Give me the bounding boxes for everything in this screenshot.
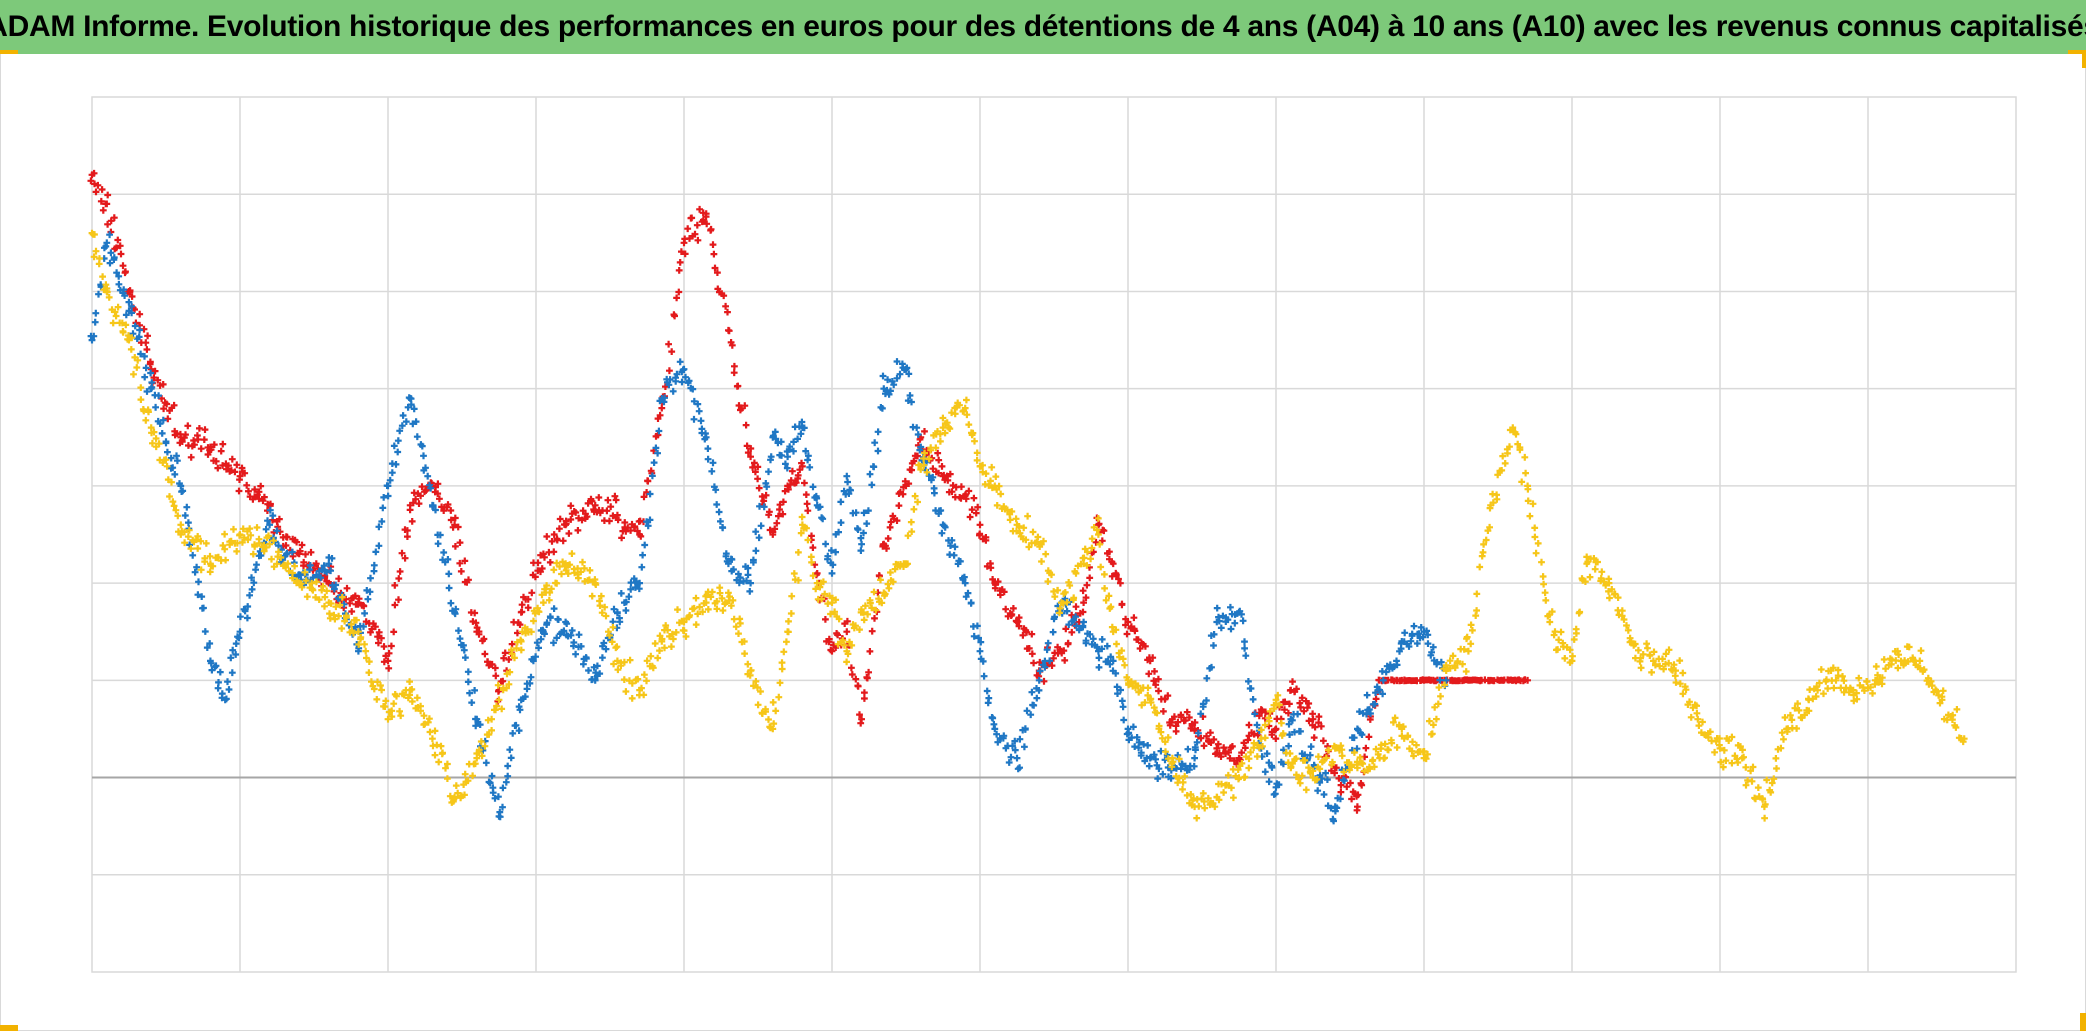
plot-area-border: [91, 96, 2017, 973]
series-1-plus-marks: [87, 169, 1531, 814]
series-3-markers: [88, 229, 1968, 822]
series-1-markers: [87, 169, 1531, 814]
series-3-plus-marks: [88, 229, 1968, 822]
corner-mark-right-bottom: [2080, 1013, 2086, 1031]
chart-marks: [87, 169, 1968, 825]
corner-mark-top-right: [2068, 50, 2086, 54]
series-2-plus-marks: [87, 231, 1450, 825]
title-bar: ADAM Informe. Evolution historique des p…: [0, 0, 2086, 54]
chart-grid: [91, 96, 2017, 973]
series-2-markers: [87, 231, 1450, 825]
corner-mark-top-left: [0, 50, 18, 54]
corner-mark-left-bottom: [0, 1025, 18, 1031]
chart-title: ADAM Informe. Evolution historique des p…: [0, 10, 2086, 43]
corner-mark-right-top: [2082, 50, 2086, 68]
